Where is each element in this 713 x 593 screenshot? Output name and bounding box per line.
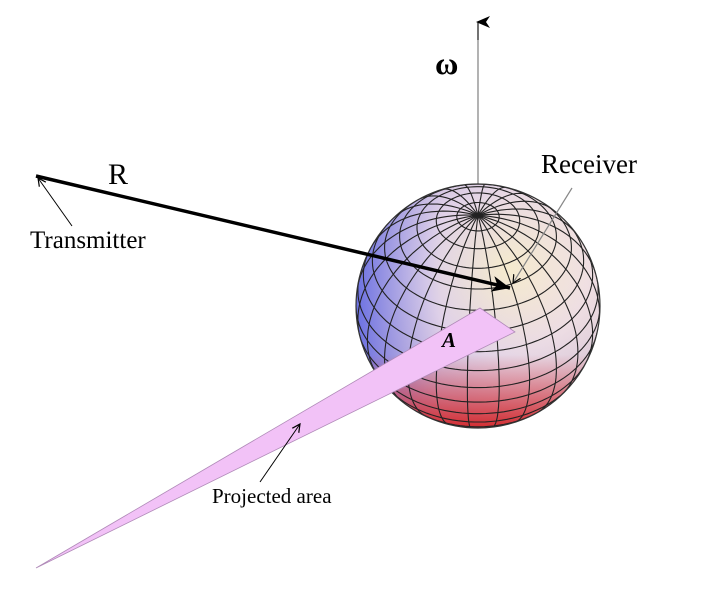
receiver-leader — [513, 187, 573, 283]
sphere-grid-line — [477, 214, 531, 423]
sphere-grid-line — [477, 214, 579, 395]
area-label: A — [440, 328, 456, 352]
projected-area-label: Projected area — [212, 484, 332, 508]
sphere-grid-line — [477, 184, 486, 216]
sphere-grid-line — [477, 213, 597, 274]
sphere-grid-line — [393, 203, 479, 218]
distance-label: R — [108, 158, 128, 191]
sphere-grid-line — [441, 188, 479, 216]
distance-arrow — [35, 174, 511, 292]
transmitter-label: Transmitter — [30, 227, 146, 254]
sphere-grid-line — [356, 214, 479, 290]
sphere-grid-line — [477, 214, 557, 413]
omega-label: ω — [435, 45, 458, 81]
sphere-grid-line — [477, 192, 531, 216]
sphere-grid-line — [419, 195, 479, 216]
sphere-grid-line — [366, 214, 479, 375]
sphere-grid-line — [407, 214, 479, 417]
sphere-grid-line — [477, 214, 600, 323]
sphere-grid-line — [463, 184, 479, 216]
sphere-grid-line — [477, 214, 594, 365]
sphere-grid-line — [477, 186, 506, 216]
receiver-label: Receiver — [541, 149, 637, 179]
projected-area-leader — [259, 424, 300, 483]
projected-area-beam — [35, 307, 516, 569]
sphere-grid-line — [477, 208, 580, 238]
sphere-grid-line — [370, 210, 479, 248]
sphere-grid-line — [477, 200, 554, 216]
sphere-grid-line — [477, 215, 500, 428]
transmitter-leader — [38, 178, 73, 227]
